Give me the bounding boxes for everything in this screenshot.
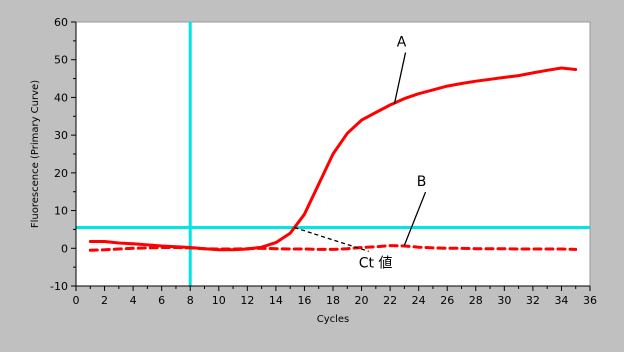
x-tick-label: 14 <box>269 294 283 307</box>
y-tick-label: 40 <box>54 91 68 104</box>
y-tick-label: 30 <box>54 129 68 142</box>
x-tick-label: 8 <box>187 294 194 307</box>
x-tick-label: 16 <box>297 294 311 307</box>
x-tick-label: 28 <box>469 294 483 307</box>
x-tick-label: 30 <box>497 294 511 307</box>
threshold-layer <box>76 22 590 286</box>
x-tick-label: 22 <box>383 294 397 307</box>
x-axis-title: Cycles <box>317 314 350 325</box>
x-tick-label: 0 <box>73 294 80 307</box>
annotation-3-pointer <box>294 226 369 252</box>
x-tick-label: 6 <box>158 294 165 307</box>
x-tick-label: 26 <box>440 294 454 307</box>
x-tick-label: 24 <box>412 294 426 307</box>
series-layer <box>88 66 578 252</box>
annotation-2-pointer <box>403 191 427 246</box>
x-tick-label: 12 <box>240 294 254 307</box>
annotation-layer: A B Ct 値 <box>294 35 427 271</box>
series-line-b <box>88 244 578 252</box>
y-tick-label: 10 <box>54 205 68 218</box>
x-tick-label: 4 <box>130 294 137 307</box>
y-tick-label: 50 <box>54 54 68 67</box>
y-axis-title: Fluorescence (Primary Curve) <box>30 80 41 228</box>
y-tick-label: 0 <box>61 242 68 255</box>
y-tick-label: -10 <box>50 280 68 293</box>
x-tick-label: 18 <box>326 294 340 307</box>
axes-layer: 0 2 4 6 8 10 12 14 16 18 20 22 24 26 28 30 32 34 36-100102… <box>50 16 597 307</box>
annotation-2-label: B <box>417 174 427 190</box>
x-tick-label: 32 <box>526 294 540 307</box>
y-tick-label: 20 <box>54 167 68 180</box>
annotation-1-label: A <box>397 35 407 51</box>
y-tick-label: 60 <box>54 16 68 29</box>
x-tick-label: 34 <box>554 294 568 307</box>
annotation-3-label: Ct 値 <box>359 255 393 271</box>
annotation-1-pointer <box>393 52 407 104</box>
x-tick-label: 36 <box>583 294 597 307</box>
x-tick-label: 20 <box>355 294 369 307</box>
x-tick-label: 10 <box>212 294 226 307</box>
series-line-a <box>88 66 578 252</box>
x-tick-label: 2 <box>101 294 108 307</box>
